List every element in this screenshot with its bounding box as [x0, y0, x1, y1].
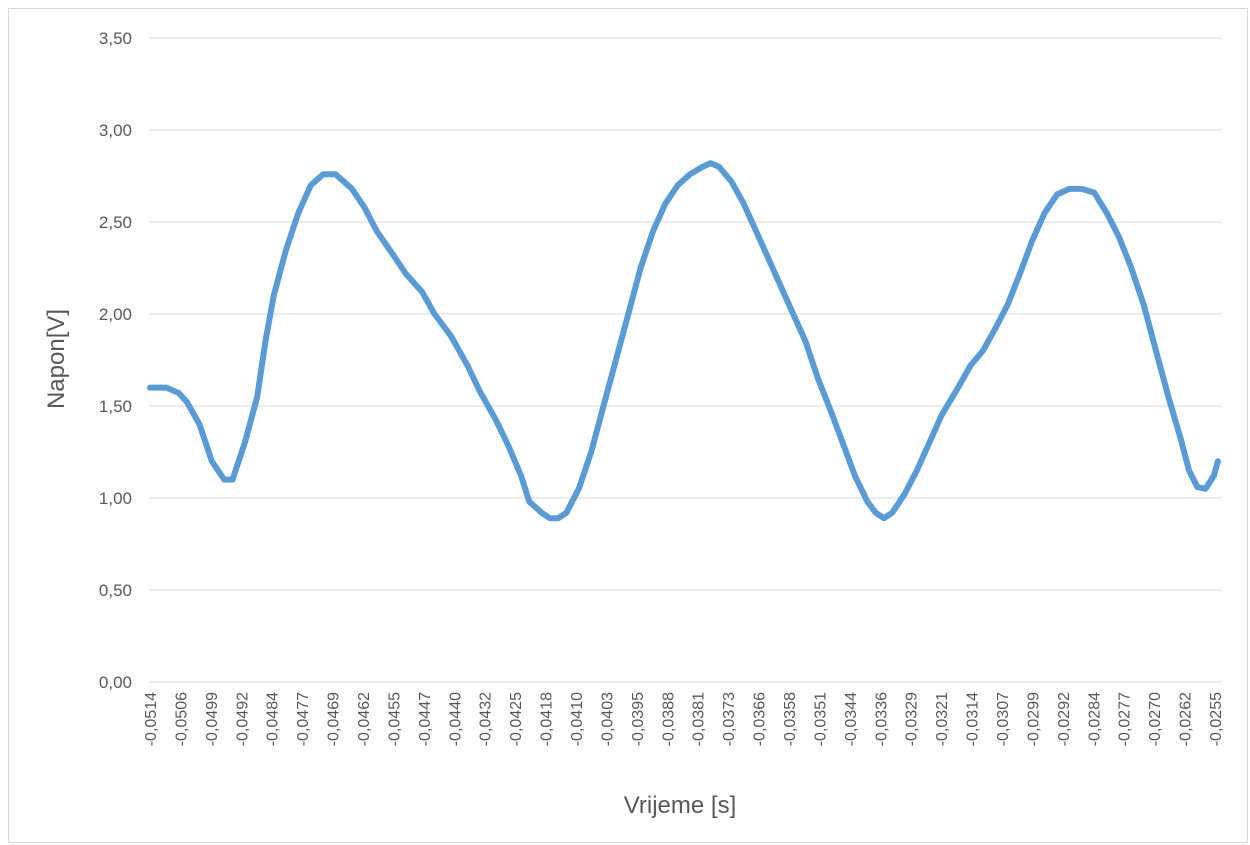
x-tick-label: -0,0336 [873, 692, 890, 746]
x-tick-label: -0,0506 [173, 692, 190, 746]
x-tick-label: -0,0447 [417, 692, 434, 746]
x-tick-label: -0,0395 [630, 692, 647, 746]
x-tick-label: -0,0388 [660, 692, 677, 746]
x-tick-label: -0,0418 [539, 692, 556, 746]
x-tick-label: -0,0381 [691, 692, 708, 746]
y-tick-label: 2,00 [99, 305, 132, 324]
gridlines [150, 37, 1222, 683]
x-tick-label: -0,0455 [386, 692, 403, 746]
x-tick-label: -0,0358 [782, 692, 799, 746]
x-tick-label: -0,0299 [1025, 692, 1042, 746]
y-tick-label: 1,50 [99, 397, 132, 416]
y-axis-label: Napon[V] [43, 309, 70, 409]
x-tick-label: -0,0492 [234, 692, 251, 746]
y-tick-label: 1,00 [99, 489, 132, 508]
x-tick-labels: -0,0514 -0,0506 -0,0499 -0,0492 -0,0484 -0,04… [143, 692, 1225, 746]
x-tick-label: -0,0284 [1086, 692, 1103, 746]
y-tick-label: 0,00 [99, 673, 132, 692]
y-tick-label: 3,50 [99, 29, 132, 48]
x-tick-label: -0,0270 [1147, 692, 1164, 746]
x-tick-label: -0,0351 [812, 692, 829, 746]
series-line [147, 160, 1221, 522]
x-tick-label: -0,0314 [965, 692, 982, 746]
x-tick-label: -0,0329 [904, 692, 921, 746]
x-tick-label: -0,0425 [508, 692, 525, 746]
x-tick-label: -0,0321 [934, 692, 951, 746]
x-tick-label: -0,0262 [1178, 692, 1195, 746]
x-tick-label: -0,0440 [447, 692, 464, 746]
x-tick-label: -0,0307 [995, 692, 1012, 746]
x-tick-label: -0,0469 [326, 692, 343, 746]
x-tick-label: -0,0432 [478, 692, 495, 746]
y-tick-label: 3,00 [99, 121, 132, 140]
x-tick-label: -0,0292 [1056, 692, 1073, 746]
x-tick-label: -0,0514 [143, 692, 160, 746]
x-tick-label: -0,0403 [599, 692, 616, 746]
x-tick-label: -0,0255 [1208, 692, 1225, 746]
y-tick-labels: 0,00 0,50 1,00 1,50 2,00 2,50 3,00 3,50 [99, 29, 132, 692]
x-tick-label: -0,0366 [752, 692, 769, 746]
x-tick-label: -0,0462 [356, 692, 373, 746]
y-tick-label: 0,50 [99, 581, 132, 600]
x-axis-label: Vrijeme [s] [624, 792, 736, 819]
x-tick-label: -0,0373 [721, 692, 738, 746]
x-tick-label: -0,0484 [265, 692, 282, 746]
x-tick-label: -0,0410 [569, 692, 586, 746]
x-tick-label: -0,0344 [843, 692, 860, 746]
x-tick-label: -0,0277 [1117, 692, 1134, 746]
x-tick-label: -0,0499 [204, 692, 221, 746]
series-group [147, 160, 1221, 522]
chart-frame [8, 8, 1248, 843]
x-tick-label: -0,0477 [295, 692, 312, 746]
y-tick-label: 2,50 [99, 213, 132, 232]
